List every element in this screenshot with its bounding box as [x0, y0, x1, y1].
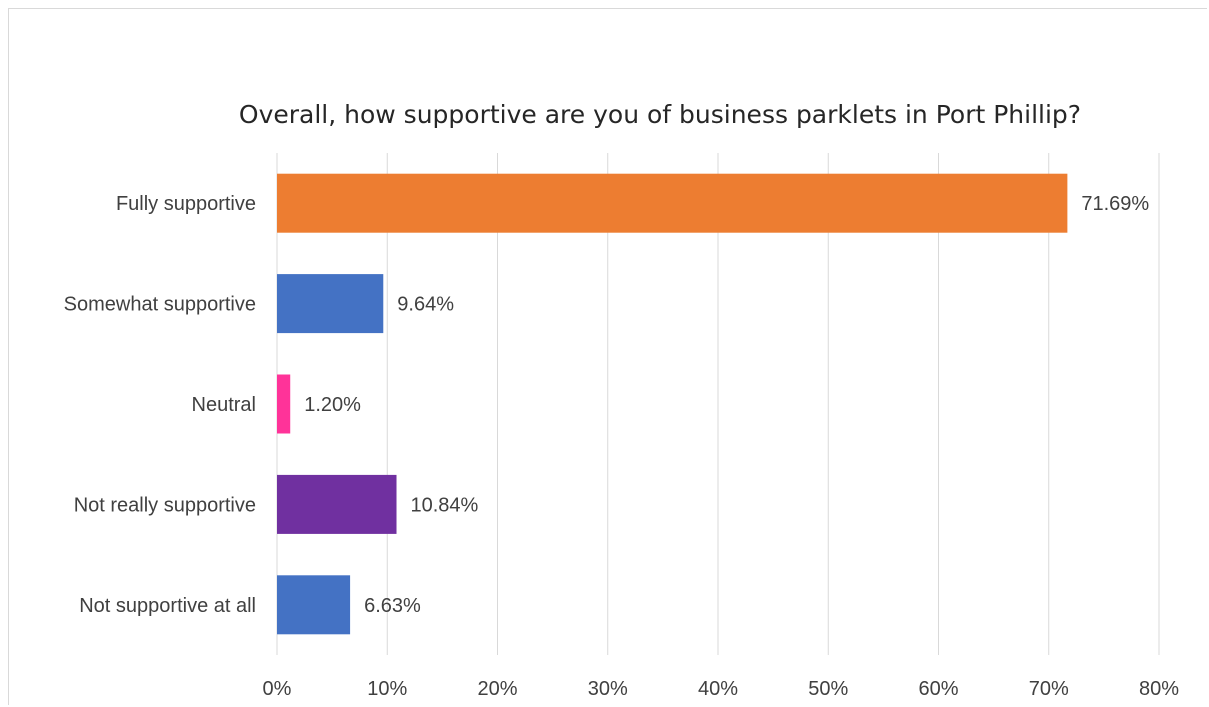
- category-label: Not really supportive: [74, 494, 256, 516]
- data-labels: 71.69% 9.64% 1.20% 10.84% 6.63%: [304, 193, 1149, 617]
- bar: [277, 374, 291, 434]
- x-tick-label: 30%: [588, 678, 628, 700]
- category-label: Fully supportive: [116, 193, 256, 215]
- x-tick-labels: 0% 10% 20% 30% 40% 50% 60% 70% 80%: [263, 678, 1180, 700]
- data-label: 1.20%: [304, 394, 361, 416]
- x-tick-label: 40%: [698, 678, 738, 700]
- x-tick-label: 50%: [808, 678, 848, 700]
- bar: [277, 274, 384, 334]
- data-label: 6.63%: [364, 595, 421, 617]
- chart-title: Overall, how supportive are you of busin…: [239, 100, 1081, 129]
- data-label: 71.69%: [1081, 193, 1149, 215]
- x-tick-label: 0%: [263, 678, 292, 700]
- x-tick-label: 80%: [1139, 678, 1179, 700]
- data-label: 10.84%: [411, 494, 479, 516]
- x-tick-label: 60%: [918, 678, 958, 700]
- x-tick-label: 70%: [1029, 678, 1069, 700]
- category-label: Somewhat supportive: [64, 294, 256, 316]
- category-labels: Fully supportive Somewhat supportive Neutr…: [64, 193, 256, 617]
- data-label: 9.64%: [397, 294, 454, 316]
- category-label: Neutral: [192, 394, 256, 416]
- bar: [277, 575, 351, 635]
- x-tick-label: 10%: [367, 678, 407, 700]
- bar: [277, 173, 1068, 233]
- x-tick-label: 20%: [477, 678, 517, 700]
- chart-frame: [8, 8, 1207, 705]
- bars: [277, 173, 1068, 635]
- category-label: Not supportive at all: [79, 595, 256, 617]
- bar: [277, 474, 397, 534]
